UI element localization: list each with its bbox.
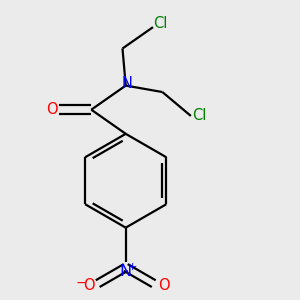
Text: Cl: Cl	[192, 108, 206, 123]
Text: +: +	[128, 262, 137, 272]
Text: −: −	[75, 276, 87, 290]
Text: N: N	[120, 264, 132, 279]
Text: O: O	[158, 278, 169, 293]
Text: O: O	[46, 101, 58, 116]
Text: O: O	[83, 278, 94, 293]
Text: N: N	[122, 76, 133, 92]
Text: Cl: Cl	[153, 16, 167, 32]
